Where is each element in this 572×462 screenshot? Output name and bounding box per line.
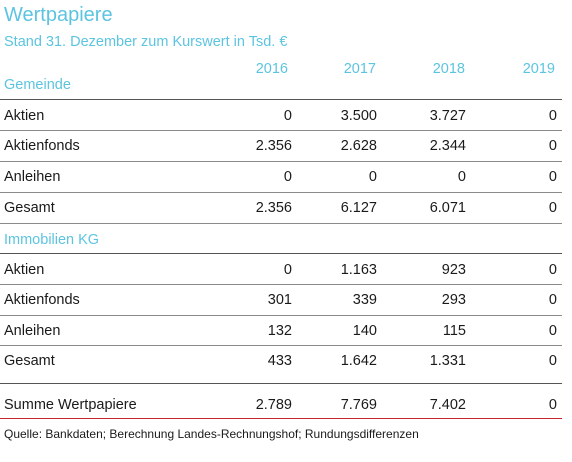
row-label: Gesamt — [4, 200, 55, 216]
cell-2016: 0 — [283, 169, 292, 185]
cell-2017: 2.628 — [340, 138, 377, 154]
row-label: Anleihen — [4, 169, 61, 185]
cell-2019: 0 — [548, 200, 557, 216]
section-heading-immobilien-kg: Immobilien KG — [4, 232, 100, 248]
divider — [0, 253, 562, 254]
cell-2017: 1.163 — [340, 262, 377, 278]
row-label: Gesamt — [4, 353, 55, 369]
table-row: Gesamt 433 1.642 1.331 0 — [0, 345, 562, 375]
cell-2017: 3.500 — [340, 108, 377, 124]
cell-2018: 923 — [441, 262, 466, 278]
divider — [0, 99, 562, 100]
source-note: Quelle: Bankdaten; Berechnung Landes-Rec… — [4, 427, 419, 441]
cell-2017: 0 — [368, 169, 377, 185]
cell-2016: 0 — [283, 108, 292, 124]
cell-2018: 6.071 — [429, 200, 466, 216]
cell-2019: 0 — [548, 138, 557, 154]
cell-2018: 1.331 — [429, 353, 466, 369]
section-heading-gemeinde: Gemeinde — [4, 77, 71, 93]
cell-2017: 140 — [352, 323, 377, 339]
year-header-2019: 2019 — [522, 61, 555, 77]
year-header-2017: 2017 — [343, 61, 376, 77]
divider — [0, 284, 562, 285]
cell-2019: 0 — [548, 323, 557, 339]
divider — [0, 192, 562, 193]
row-label: Aktien — [4, 108, 45, 124]
cell-2017: 6.127 — [340, 200, 377, 216]
table-row-total: Summe Wertpapiere 2.789 7.769 7.402 0 — [0, 389, 562, 419]
divider — [0, 130, 562, 131]
page-title: Wertpapiere — [4, 4, 113, 26]
cell-2019: 0 — [548, 108, 557, 124]
cell-2016: 2.789 — [255, 397, 292, 413]
divider — [0, 345, 562, 346]
row-label: Anleihen — [4, 323, 61, 339]
cell-2019: 0 — [548, 397, 557, 413]
cell-2017: 7.769 — [340, 397, 377, 413]
cell-2016: 0 — [283, 262, 292, 278]
row-label: Aktienfonds — [4, 138, 80, 154]
table-row: Aktien 0 1.163 923 0 — [0, 254, 562, 284]
year-header-2016: 2016 — [255, 61, 288, 77]
row-label: Summe Wertpapiere — [4, 397, 137, 413]
cell-2017: 1.642 — [340, 353, 377, 369]
row-label: Aktien — [4, 262, 45, 278]
divider — [0, 315, 562, 316]
divider-total — [0, 418, 562, 419]
cell-2018: 3.727 — [429, 108, 466, 124]
page-subtitle: Stand 31. Dezember zum Kurswert in Tsd. … — [4, 34, 288, 50]
table-row: Aktien 0 3.500 3.727 0 — [0, 100, 562, 130]
cell-2018: 2.344 — [429, 138, 466, 154]
divider — [0, 383, 562, 384]
row-label: Aktienfonds — [4, 292, 80, 308]
cell-2018: 115 — [442, 323, 466, 339]
cell-2018: 7.402 — [429, 397, 466, 413]
cell-2019: 0 — [548, 353, 557, 369]
cell-2016: 433 — [267, 353, 292, 369]
year-header-2018: 2018 — [432, 61, 465, 77]
divider — [0, 223, 562, 224]
table-row: Aktienfonds 2.356 2.628 2.344 0 — [0, 130, 562, 160]
cell-2019: 0 — [548, 262, 557, 278]
divider — [0, 161, 562, 162]
cell-2018: 0 — [457, 169, 466, 185]
cell-2017: 339 — [352, 292, 377, 308]
cell-2016: 2.356 — [255, 200, 292, 216]
table-row: Anleihen 132 140 115 0 — [0, 315, 562, 345]
cell-2019: 0 — [548, 169, 557, 185]
table-row: Gesamt 2.356 6.127 6.071 0 — [0, 192, 562, 222]
cell-2019: 0 — [548, 292, 557, 308]
cell-2016: 2.356 — [255, 138, 292, 154]
table-row: Aktienfonds 301 339 293 0 — [0, 284, 562, 314]
cell-2016: 132 — [267, 323, 292, 339]
cell-2018: 293 — [441, 292, 466, 308]
cell-2016: 301 — [267, 292, 292, 308]
table-row: Anleihen 0 0 0 0 — [0, 161, 562, 191]
